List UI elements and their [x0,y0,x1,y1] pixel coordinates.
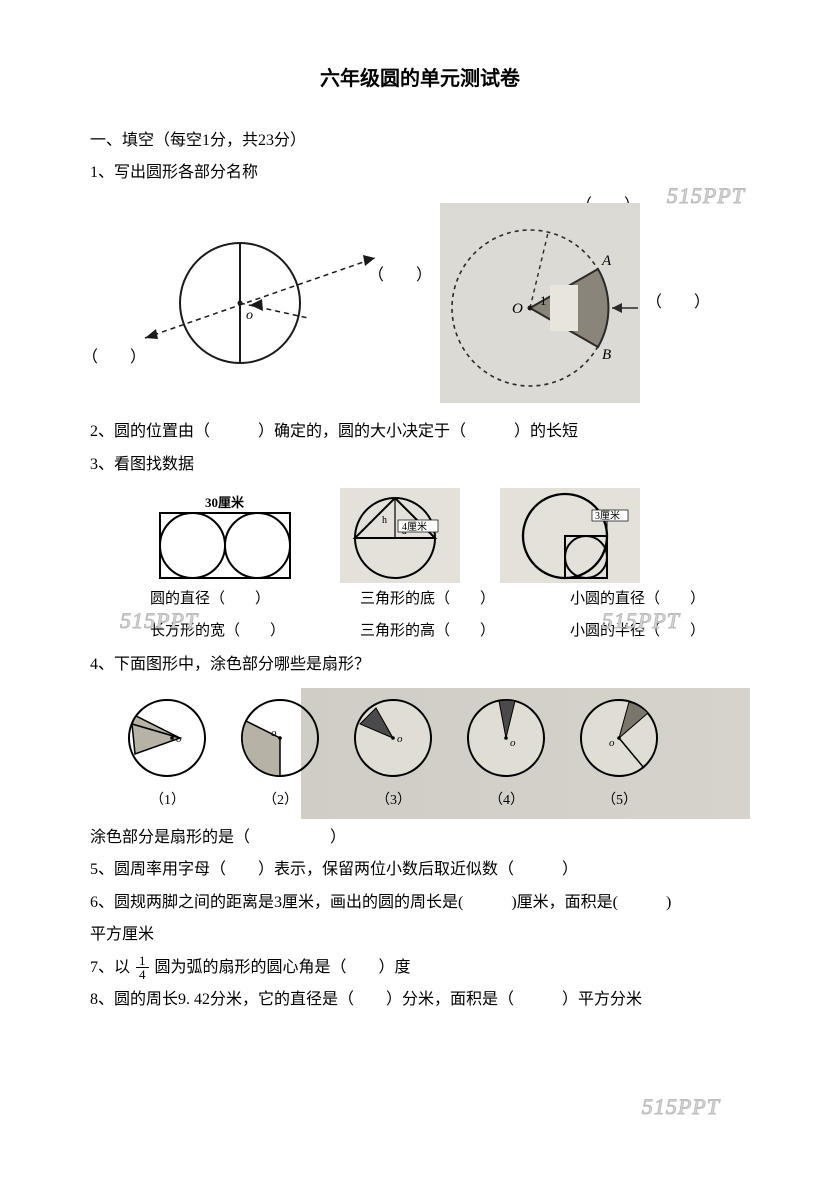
q4-answer-line: 涂色部分是扇形的是（ ） [90,823,750,853]
q3-r1-a: 圆的直径（ ） [150,585,330,614]
q3-figures: 30厘米 h a 4厘米 3厘米 [90,488,750,583]
svg-text:30厘米: 30厘米 [205,495,245,510]
q3-r2-c: 小圆的半径（ ） [570,617,750,646]
q4-figure-5: o （5） [572,696,667,815]
q3-labels-row2: 长方形的宽（ ） 三角形的高（ ） 小圆的半径（ ） [90,617,750,646]
svg-text:o: o [510,737,516,749]
svg-text:1: 1 [540,293,547,308]
q2-text: 2、圆的位置由（ ）确定的，圆的大小决定于（ ）的长短 [90,417,750,447]
q1-blank-left: （ ） [82,343,146,373]
svg-text:o: o [609,737,615,749]
frac-numerator: 1 [136,954,149,968]
q3-labels-row1: 圆的直径（ ） 三角形的底（ ） 小圆的直径（ ） [90,585,750,614]
svg-text:4厘米: 4厘米 [402,520,427,533]
q4-cap-4: （4） [459,788,554,815]
q4-figure-1: o （1） [120,696,215,815]
watermark: 515PPT [642,1086,720,1128]
q6b-text: 平方厘米 [90,920,750,950]
q3-figure-1: 30厘米 [150,493,300,583]
q7-text: 7、以 1 4 圆为弧的扇形的圆心角是（ ）度 [90,953,750,983]
q6-text: 6、圆规两脚之间的距离是3厘米，画出的圆的周长是( )厘米，面积是( ) [90,888,750,918]
q1-prompt: 1、写出圆形各部分名称 [90,158,750,188]
svg-text:B: B [602,347,611,363]
q1-figures: o （ ） （ ） O 1 A B [90,203,750,403]
frac-denominator: 4 [136,968,149,981]
q4-cap-5: （5） [572,788,667,815]
fraction-icon: 1 4 [136,954,149,981]
q7-pre: 7、以 [90,959,130,976]
q3-prompt: 3、看图找数据 [90,450,750,480]
q3-figure-3: 3厘米 [500,488,640,583]
svg-text:o: o [271,727,277,739]
svg-text:o: o [397,733,403,745]
q4-cap-1: （1） [120,788,215,815]
page-title: 六年级圆的单元测试卷 [90,60,750,98]
q4-prompt: 4、下面图形中，涂色部分哪些是扇形？ [90,650,750,680]
q3-r1-b: 三角形的底（ ） [360,585,540,614]
svg-text:o: o [176,733,182,745]
q4-figure-3: o （3） [346,696,441,815]
q5-text: 5、圆周率用字母（ ）表示，保留两位小数后取近似数（ ） [90,855,750,885]
q4-figure-2: o （2） [233,696,328,815]
svg-text:o: o [246,308,253,323]
q4-cap-3: （3） [346,788,441,815]
svg-text:O: O [512,301,523,317]
svg-text:3厘米: 3厘米 [595,509,620,522]
q4-cap-2: （2） [233,788,328,815]
svg-text:A: A [601,253,612,269]
q8-text: 8、圆的周长9. 42分米，它的直径是（ ）分米，面积是（ ）平方分米 [90,985,750,1015]
q1-blank-right1: （ ） [368,261,432,291]
q1-figure-left: o （ ） （ ） [90,203,430,403]
q4-figure-4: o （4） [459,696,554,815]
section-heading: 一、填空（每空1分，共23分） [90,126,750,156]
q3-r2-a: 长方形的宽（ ） [150,617,330,646]
q3-r2-b: 三角形的高（ ） [360,617,540,646]
q7-post: 圆为弧的扇形的圆心角是（ ）度 [155,959,411,976]
q4-figures: o （1） o （2） o （3） o （4） [90,688,750,819]
q3-figure-2: h a 4厘米 [340,488,460,583]
q1-blank-far-right: （ ） [646,288,710,318]
svg-text:h: h [382,515,387,526]
q3-r1-c: 小圆的直径（ ） [570,585,750,614]
q1-figure-right: O 1 A B [440,203,640,403]
